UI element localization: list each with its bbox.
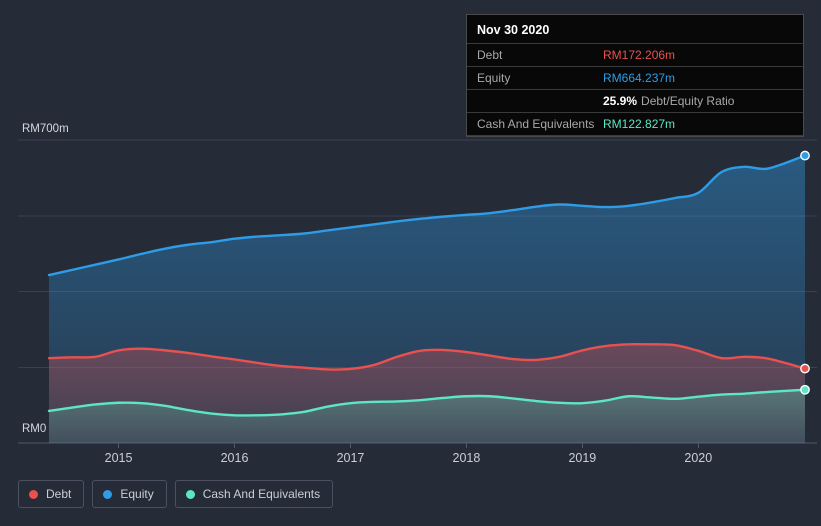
tooltip-row-equity: Equity RM664.237m bbox=[467, 66, 803, 89]
debt-color-dot-icon bbox=[29, 489, 38, 499]
equity-color-dot-icon bbox=[103, 489, 113, 499]
tooltip-equity-label: Equity bbox=[477, 71, 511, 85]
x-axis-tick-label: 2019 bbox=[568, 451, 596, 465]
x-axis-tick-label: 2017 bbox=[337, 451, 365, 465]
tooltip-cash-value: RM122.827m bbox=[603, 117, 676, 131]
series-lines bbox=[47, 154, 807, 417]
x-axis-tick-label: 2015 bbox=[105, 451, 133, 465]
tooltip-debt-value: RM172.206m bbox=[603, 48, 676, 62]
tooltip-row-debt: Debt RM172.206m bbox=[467, 43, 803, 66]
tooltip-row-ratio: 25.9% Debt/Equity Ratio bbox=[467, 89, 803, 112]
legend-label-cash: Cash And Equivalents bbox=[202, 487, 321, 501]
tooltip-ratio-value: 25.9% bbox=[603, 94, 638, 108]
legend-item-cash[interactable]: Cash And Equivalents bbox=[174, 480, 334, 508]
series-areas bbox=[49, 155, 805, 443]
tooltip-row-cash: Cash And Equivalents RM122.827m bbox=[467, 112, 803, 136]
chart-tooltip: Nov 30 2020 Debt RM172.206m Equity RM664… bbox=[466, 14, 804, 137]
cash-color-dot-icon bbox=[185, 489, 195, 499]
y-axis-top-label: RM700m bbox=[22, 123, 69, 135]
x-axis: 2015 2016 2017 2018 2019 2020 bbox=[105, 443, 712, 465]
x-axis-tick-label: 2018 bbox=[453, 451, 481, 465]
tooltip-debt-label: Debt bbox=[477, 48, 503, 62]
tooltip-date: Nov 30 2020 bbox=[477, 23, 550, 37]
y-axis-bottom-label: RM0 bbox=[22, 423, 46, 435]
legend-label-equity: Equity bbox=[120, 487, 154, 501]
tooltip-cash-label: Cash And Equivalents bbox=[477, 117, 595, 131]
legend-item-equity[interactable]: Equity bbox=[92, 480, 167, 508]
legend-item-debt[interactable]: Debt bbox=[18, 480, 85, 508]
chart-legend: Debt Equity Cash And Equivalents bbox=[18, 480, 334, 508]
tooltip-ratio-label: Debt/Equity Ratio bbox=[641, 94, 735, 108]
x-axis-tick-label: 2016 bbox=[221, 451, 249, 465]
tooltip-equity-value: RM664.237m bbox=[603, 71, 676, 85]
x-axis-tick-label: 2020 bbox=[684, 451, 712, 465]
legend-label-debt: Debt bbox=[46, 487, 72, 501]
series-endpoints bbox=[800, 150, 810, 395]
